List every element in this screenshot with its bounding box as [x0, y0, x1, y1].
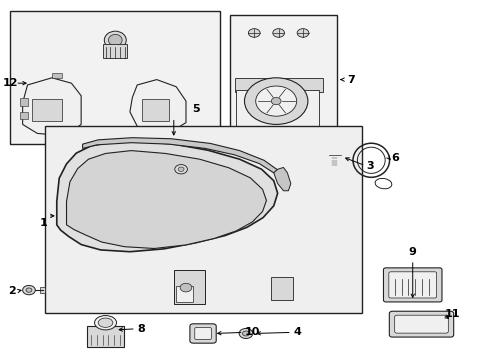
Circle shape	[242, 331, 249, 336]
Bar	[141, 131, 148, 135]
Bar	[234, 78, 322, 92]
Text: 3: 3	[366, 161, 373, 171]
Circle shape	[272, 29, 284, 37]
Text: 5: 5	[191, 104, 199, 114]
Circle shape	[239, 328, 252, 338]
Bar	[236, 90, 319, 129]
Circle shape	[26, 288, 32, 292]
Circle shape	[328, 150, 340, 159]
Bar	[229, 15, 336, 137]
FancyBboxPatch shape	[194, 327, 211, 339]
Bar	[20, 112, 27, 119]
Bar	[20, 98, 27, 107]
Polygon shape	[130, 80, 185, 134]
Polygon shape	[82, 138, 277, 173]
FancyBboxPatch shape	[394, 315, 447, 333]
Text: 9: 9	[408, 247, 416, 257]
Ellipse shape	[94, 316, 116, 330]
Bar	[142, 99, 168, 121]
Polygon shape	[66, 150, 266, 248]
Circle shape	[178, 167, 183, 171]
Text: 4: 4	[293, 327, 301, 337]
Text: 6: 6	[390, 153, 398, 163]
Circle shape	[180, 283, 191, 292]
Ellipse shape	[104, 31, 126, 49]
FancyBboxPatch shape	[388, 311, 453, 337]
Text: 2: 2	[8, 286, 16, 296]
Text: 10: 10	[244, 327, 259, 337]
Bar	[44, 126, 361, 313]
Circle shape	[271, 98, 281, 105]
FancyBboxPatch shape	[383, 268, 441, 302]
Polygon shape	[22, 78, 81, 135]
Bar	[271, 277, 293, 300]
FancyBboxPatch shape	[189, 324, 216, 343]
Circle shape	[297, 29, 308, 37]
Ellipse shape	[98, 318, 113, 327]
Bar	[153, 131, 160, 135]
Bar	[164, 131, 172, 135]
Bar	[40, 287, 45, 293]
FancyBboxPatch shape	[388, 272, 436, 298]
Text: 8: 8	[137, 324, 144, 334]
Polygon shape	[273, 167, 290, 191]
Text: 11: 11	[444, 310, 459, 319]
Circle shape	[22, 285, 35, 295]
Text: 1: 1	[39, 218, 47, 228]
Circle shape	[255, 86, 296, 116]
Text: 12: 12	[3, 78, 19, 88]
Bar	[10, 12, 220, 144]
Bar	[331, 154, 336, 166]
Circle shape	[248, 29, 260, 37]
Ellipse shape	[108, 35, 122, 46]
Bar	[103, 44, 127, 58]
Circle shape	[174, 165, 187, 174]
Circle shape	[244, 78, 307, 125]
Text: 7: 7	[346, 75, 354, 85]
Bar	[176, 286, 193, 302]
Polygon shape	[57, 141, 277, 252]
Bar	[87, 326, 124, 347]
Bar	[173, 270, 205, 304]
Bar	[32, 99, 61, 121]
Bar	[52, 73, 61, 78]
